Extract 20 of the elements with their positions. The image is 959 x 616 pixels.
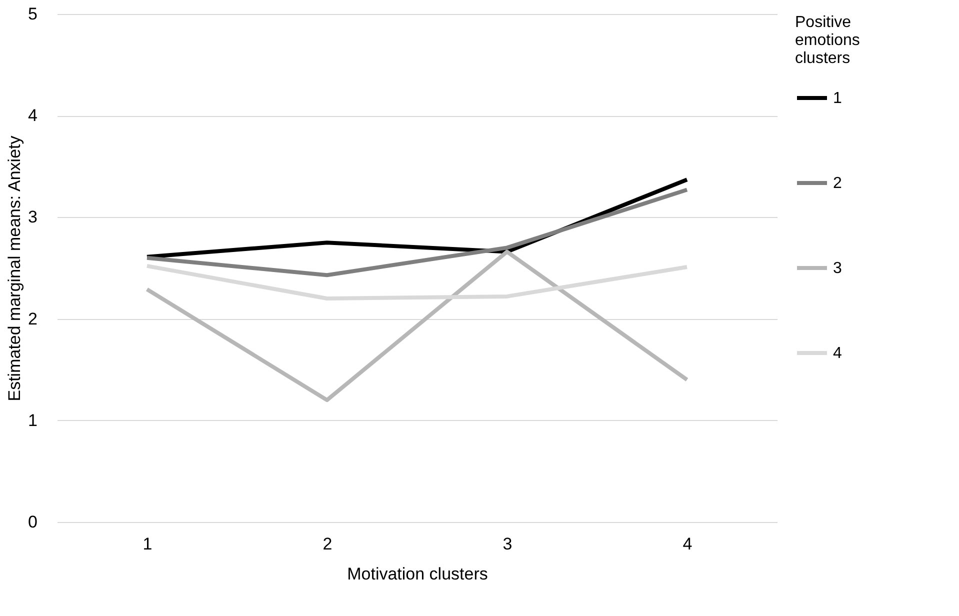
legend-label: 3 [833,260,842,277]
y-tick-label: 5 [28,4,38,24]
y-tick-label: 2 [28,309,38,328]
x-tick-label: 1 [142,534,152,554]
x-tick-label: 2 [322,534,332,554]
legend-label: 1 [833,90,842,107]
legend-title: Positive emotions clusters [795,14,860,67]
line-series [145,250,689,402]
line-series [145,264,689,300]
line-series [145,188,689,278]
legend-label: 4 [833,345,842,362]
y-axis-title: Estimated marginal means: Anxiety [5,135,24,402]
y-tick-label: 3 [28,208,38,227]
y-tick-label: 1 [28,410,38,430]
y-tick-label: 4 [28,106,38,126]
x-axis-title: Motivation clusters [347,564,488,584]
y-tick-label: 0 [28,512,38,532]
x-tick-label: 4 [682,534,692,554]
legend-label: 2 [833,175,842,192]
x-tick-label: 3 [502,534,512,554]
